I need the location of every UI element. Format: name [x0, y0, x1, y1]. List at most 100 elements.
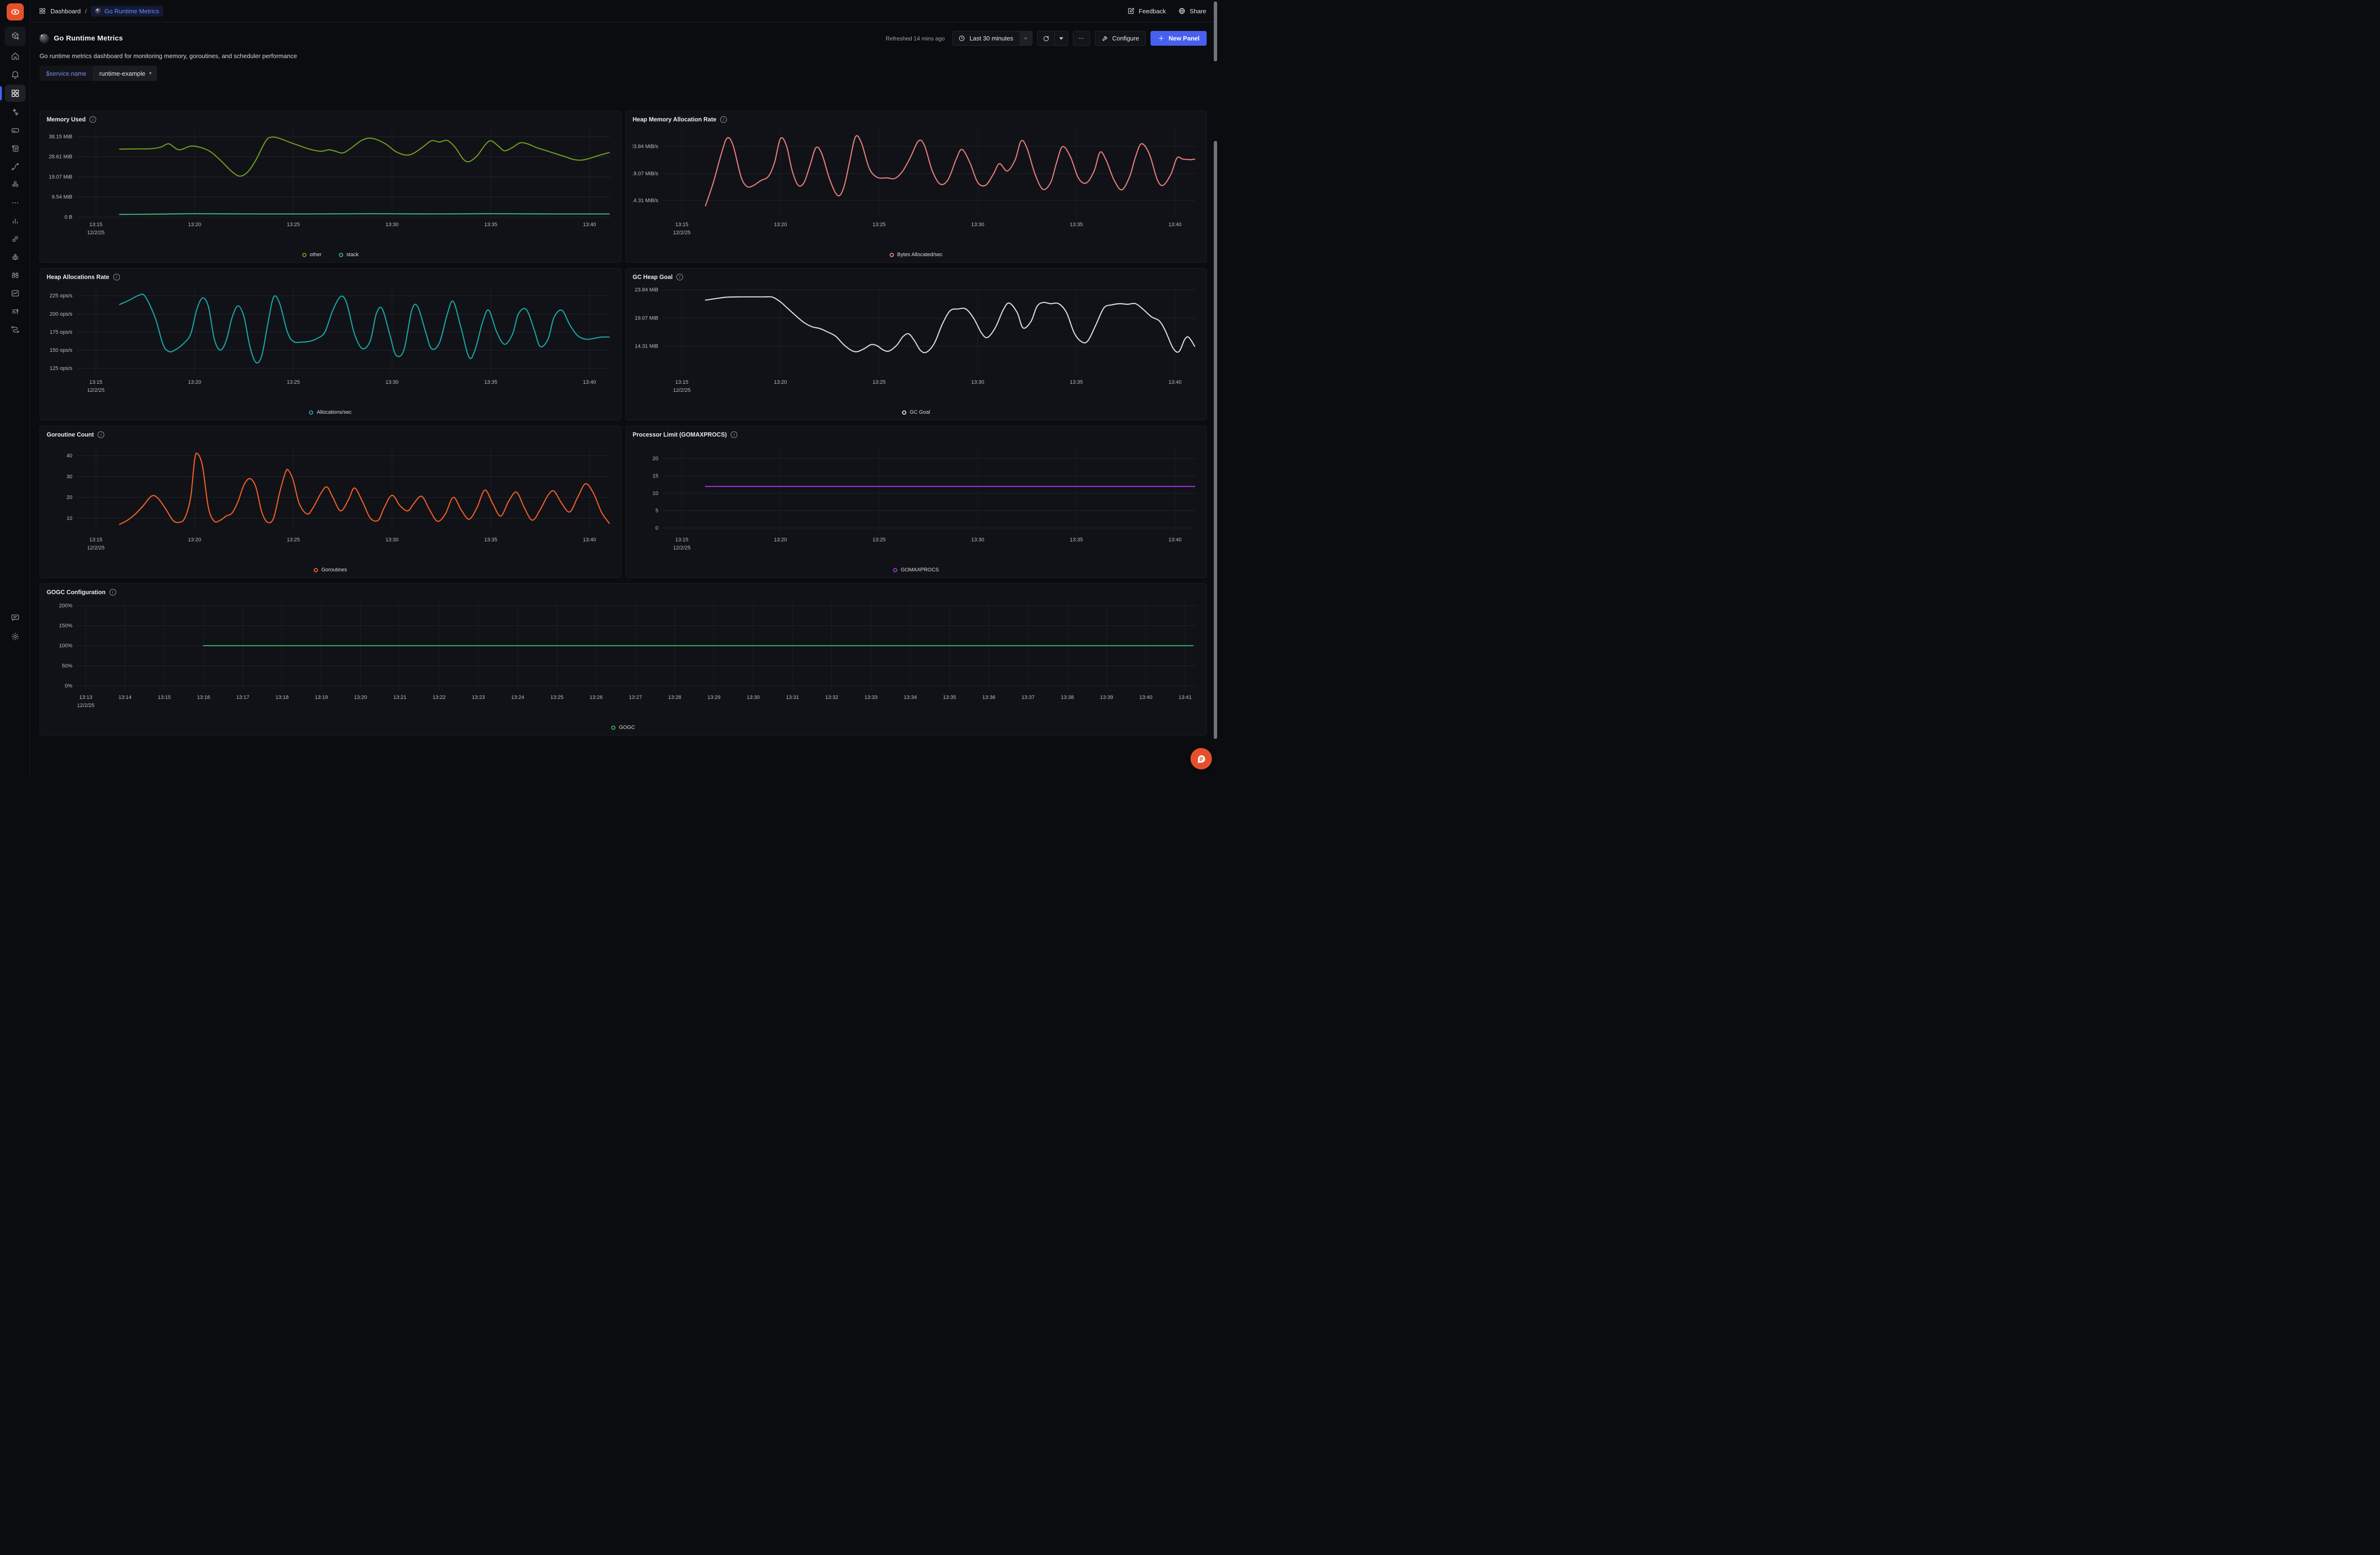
legend-item[interactable]: Goroutines	[314, 567, 347, 573]
sidebar-item-support[interactable]	[5, 610, 26, 625]
sidebar-item-get-started[interactable]	[4, 27, 26, 46]
svg-text:100%: 100%	[59, 643, 72, 649]
chat-fab-button[interactable]	[1190, 748, 1212, 769]
legend-item[interactable]: GOMAXPROCS	[893, 567, 939, 573]
chart-canvas: 23.84 MiB 19.07 MiB 14.31 MiB 13:15 12/2/25 1…	[635, 287, 1196, 393]
svg-text:12/2/25: 12/2/25	[673, 230, 691, 236]
svg-text:13:30: 13:30	[386, 537, 399, 543]
chart-gc-heap-goal[interactable]: 23.84 MiB 19.07 MiB 14.31 MiB 13:15 12/2/25 1…	[633, 282, 1200, 396]
sidebar-item-exceptions[interactable]	[5, 249, 26, 265]
breadcrumb-current[interactable]: Go Runtime Metrics	[91, 5, 164, 17]
sidebar-item-ask-ai[interactable]	[5, 105, 26, 120]
sidebar-item-traces[interactable]	[5, 159, 26, 174]
svg-text:13:16: 13:16	[197, 695, 210, 700]
sidebar-item-explorer[interactable]	[5, 268, 26, 283]
list-settings-icon	[11, 309, 19, 314]
sidebar-item-metrics[interactable]	[5, 213, 26, 229]
chat-icon	[11, 614, 19, 621]
svg-text:150%: 150%	[59, 623, 72, 628]
breadcrumb-root[interactable]: Dashboard	[50, 7, 81, 15]
info-icon[interactable]: i	[720, 116, 727, 123]
legend: GOGC	[40, 725, 1206, 730]
chart-heap-allocations-rate[interactable]: 225 ops/s 200 ops/s 175 ops/s 150 ops/s 125 …	[47, 282, 614, 396]
sidebar-item-workflows[interactable]	[5, 322, 26, 337]
legend: GC Goal	[626, 409, 1206, 415]
sidebar-item-infrastructure[interactable]	[5, 123, 26, 138]
svg-text:13:37: 13:37	[1021, 695, 1035, 700]
info-icon[interactable]: i	[89, 116, 96, 123]
sidebar-item-dashboards-alt[interactable]	[5, 286, 26, 301]
chart-memory-used[interactable]: 38.15 MiB 28.61 MiB 19.07 MiB 9.54 MiB 0 B 13…	[47, 125, 614, 238]
legend-item[interactable]: Allocations/sec	[309, 409, 352, 415]
svg-text:13:25: 13:25	[873, 379, 886, 385]
info-icon[interactable]: i	[113, 274, 120, 280]
info-icon[interactable]: i	[676, 274, 684, 280]
info-icon[interactable]: i	[109, 589, 116, 596]
route-icon	[11, 163, 19, 170]
svg-text:13:30: 13:30	[386, 222, 399, 228]
info-icon[interactable]: i	[98, 431, 105, 438]
chart-canvas: 38.15 MiB 28.61 MiB 19.07 MiB 9.54 MiB 0 B 13…	[49, 130, 610, 236]
signoz-logo-icon[interactable]	[6, 3, 24, 20]
legend: Allocations/sec	[40, 409, 621, 415]
svg-text:40: 40	[67, 453, 72, 459]
sidebar-item-pipelines[interactable]	[5, 304, 26, 319]
chart-processor-limit[interactable]: 20 15 10 5 0 13:15 12/2/25 13:20 13:25 13:30 13:35…	[633, 440, 1200, 553]
chart-heap-memory-allocation-rate[interactable]: 23.84 MiB/s 19.07 MiB/s 14.31 MiB/s 13:15 12…	[631, 125, 1200, 238]
active-indicator	[0, 86, 2, 100]
svg-text:0: 0	[655, 526, 658, 531]
chart-gogc-configuration[interactable]: 200% 150% 100% 50% 0% 13:13 12/2/25 13:14 13:15 1…	[47, 598, 1200, 711]
sidebar-item-more[interactable]	[5, 195, 26, 210]
legend-item[interactable]: other	[302, 252, 322, 258]
svg-text:13:15: 13:15	[89, 379, 103, 385]
ellipsis-icon	[1079, 38, 1084, 39]
topbar-actions: Feedback Share	[1127, 7, 1206, 15]
variable-value-select[interactable]: runtime-example ▾	[93, 66, 158, 81]
dashboard-header: Go Runtime Metrics Refreshed 14 mins ago…	[31, 22, 1218, 81]
svg-text:13:35: 13:35	[1070, 379, 1083, 385]
svg-text:13:22: 13:22	[433, 695, 446, 700]
scrollbar-thumb-main[interactable]	[1214, 141, 1217, 739]
variable-name[interactable]: $service.name	[46, 70, 87, 77]
legend-series-label: stack	[346, 252, 359, 258]
feedback-button[interactable]: Feedback	[1127, 7, 1166, 15]
breadcrumb: Dashboard / Go Runtime Metrics	[39, 5, 164, 17]
sidebar-item-alerts[interactable]	[5, 67, 26, 82]
breadcrumb-separator: /	[85, 7, 87, 15]
refresh-button[interactable]	[1037, 31, 1055, 46]
sidebar-item-dashboards[interactable]	[0, 85, 26, 102]
chart-goroutine-count[interactable]: 40 30 20 10 13:15 12/2/25 13:20 13:25 13:30 13:35…	[47, 440, 614, 553]
legend-item[interactable]: GOGC	[611, 725, 635, 730]
legend-item[interactable]: Bytes Allocated/sec	[889, 252, 942, 258]
svg-text:12/2/25: 12/2/25	[673, 545, 691, 551]
sidebar-item-home[interactable]	[5, 49, 26, 64]
info-icon[interactable]: i	[730, 431, 737, 438]
sidebar-item-services[interactable]	[5, 177, 26, 192]
sidebar-item-settings[interactable]	[5, 629, 26, 644]
refreshed-label: Refreshed 14 mins ago	[885, 35, 945, 42]
more-options-button[interactable]	[1072, 31, 1090, 46]
svg-text:13:40: 13:40	[583, 222, 596, 228]
new-panel-button[interactable]: New Panel	[1150, 31, 1207, 46]
scrollbar-thumb-top[interactable]	[1214, 1, 1217, 61]
legend-item[interactable]: stack	[338, 252, 359, 258]
svg-text:13:18: 13:18	[276, 695, 289, 700]
svg-text:12/2/25: 12/2/25	[77, 703, 95, 708]
svg-text:13:20: 13:20	[354, 695, 367, 700]
gear-icon	[11, 633, 19, 640]
refresh-button-group	[1037, 31, 1068, 46]
legend-item[interactable]: GC Goal	[902, 409, 930, 415]
refresh-interval-button[interactable]	[1054, 31, 1068, 46]
svg-text:13:30: 13:30	[971, 379, 984, 385]
svg-text:19.07 MiB: 19.07 MiB	[49, 174, 72, 180]
share-button[interactable]: Share	[1178, 7, 1206, 15]
svg-text:13:35: 13:35	[943, 695, 956, 700]
svg-text:13:25: 13:25	[873, 222, 886, 228]
time-range-picker[interactable]: Last 30 minutes	[952, 31, 1032, 46]
breadcrumb-grid-icon[interactable]	[39, 7, 46, 15]
sidebar-item-logs[interactable]	[5, 141, 26, 156]
configure-button[interactable]: Configure	[1094, 31, 1146, 46]
svg-text:30: 30	[67, 474, 72, 479]
panel-title: GC Heap Goal	[633, 274, 673, 280]
sidebar-item-integrations[interactable]	[5, 231, 26, 247]
